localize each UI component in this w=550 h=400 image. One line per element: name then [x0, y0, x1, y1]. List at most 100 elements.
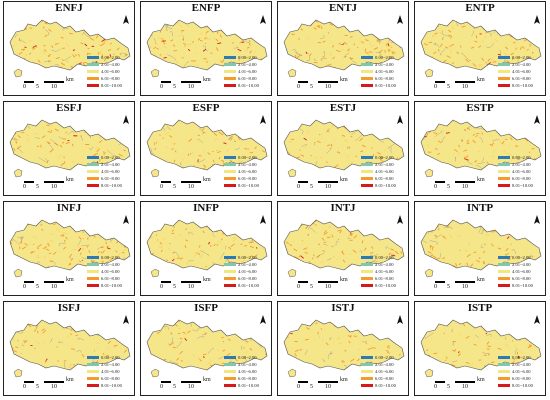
- scale-bar: km 0 5 10: [434, 177, 495, 192]
- district-boundary: [514, 349, 518, 355]
- road-segment: [352, 249, 357, 254]
- district-boundary: [222, 21, 226, 25]
- city-outline: [9, 119, 131, 171]
- legend-item: 6.01~8.00: [224, 175, 268, 182]
- road-segment: [232, 224, 237, 227]
- road-segment: [178, 226, 180, 229]
- road-segment: [227, 338, 231, 341]
- road-segment: [100, 251, 103, 254]
- road-segment: [427, 358, 431, 361]
- scale-tick-label: 5: [310, 84, 313, 90]
- road-segment: [204, 332, 207, 335]
- road-segment: [174, 150, 177, 153]
- district-boundary: [380, 156, 382, 160]
- road-segment: [339, 230, 342, 234]
- scale-tick-label: 10: [188, 284, 194, 290]
- road-segment: [320, 26, 323, 29]
- road-segment: [199, 39, 203, 42]
- road-segment: [295, 349, 300, 352]
- road-segment: [304, 338, 309, 341]
- scale-tick-label: 0: [434, 84, 437, 90]
- road-segment: [317, 41, 322, 44]
- legend-label: 6.01~8.00: [375, 76, 394, 81]
- district-boundary: [207, 347, 215, 354]
- legend-swatch: [361, 270, 373, 273]
- legend-item: 2.01~4.00: [87, 361, 131, 368]
- region-area: [284, 20, 404, 70]
- road-segment: [111, 22, 114, 26]
- district-boundary: [443, 227, 453, 230]
- road-segment: [388, 327, 390, 330]
- road-segment: [445, 356, 448, 359]
- road-segment: [218, 131, 223, 136]
- panel-title: ISTP: [467, 302, 493, 314]
- road-segment: [367, 347, 372, 350]
- region-area: [421, 20, 541, 70]
- district-boundary: [169, 31, 174, 37]
- legend-item: 8.01~10.00: [87, 382, 131, 389]
- road-segment: [440, 120, 443, 122]
- road-segment: [355, 26, 359, 30]
- map-panel-enfj: ENFJ 0.00~2.00 2.01~4.00 4.01~6.00 6.01~8.00…: [3, 1, 135, 96]
- road-segment: [96, 332, 99, 334]
- road-segment: [341, 250, 344, 253]
- district-boundary: [391, 41, 394, 44]
- road-segment: [41, 229, 44, 231]
- scale-bar-line: [161, 181, 201, 183]
- road-segment: [369, 220, 372, 223]
- legend-swatch: [498, 277, 510, 280]
- legend: 0.00~2.00 2.01~4.00 4.01~6.00 6.01~8.00 8.01…: [361, 54, 405, 89]
- district-boundary: [101, 322, 104, 325]
- scale-tick-label: 5: [447, 184, 450, 190]
- road-segment: [26, 138, 30, 142]
- road-segment: [102, 249, 105, 253]
- road-segment: [372, 222, 376, 226]
- road-segment: [320, 327, 323, 330]
- road-segment: [321, 237, 325, 241]
- road-segment: [179, 337, 183, 340]
- legend-swatch: [361, 256, 373, 259]
- road-segment: [94, 152, 99, 156]
- legend-item: 0.00~2.00: [224, 54, 268, 61]
- road-segment: [298, 65, 302, 68]
- road-segment: [307, 52, 309, 54]
- road-segment: [448, 34, 452, 37]
- road-segment: [497, 247, 502, 250]
- road-segment: [155, 234, 158, 236]
- road-segment: [181, 157, 185, 162]
- legend-label: 2.01~4.00: [375, 62, 394, 67]
- road-segment: [491, 361, 495, 364]
- road-segment: [528, 151, 531, 153]
- road-segment: [378, 30, 382, 34]
- region-area: [147, 20, 267, 70]
- road-segment: [311, 257, 314, 260]
- city-outline: [420, 319, 542, 371]
- road-segment: [35, 340, 41, 345]
- road-segment: [254, 146, 257, 150]
- legend-item: 4.01~6.00: [498, 368, 542, 375]
- district-boundary: [511, 249, 517, 255]
- road-segment: [285, 63, 289, 67]
- scale-bar-line: [24, 281, 64, 283]
- road-segment: [370, 146, 374, 149]
- scale-tick-label: 10: [188, 384, 194, 390]
- road-segment: [86, 237, 89, 240]
- road-segment: [74, 328, 79, 331]
- road-segment: [113, 344, 118, 347]
- road-segment: [205, 30, 209, 34]
- road-segment: [12, 55, 15, 58]
- road-segment: [305, 36, 309, 40]
- legend: 0.00~2.00 2.01~4.00 4.01~6.00 6.01~8.00 8.01…: [361, 154, 405, 189]
- legend-swatch: [498, 184, 510, 187]
- district-boundary: [392, 228, 398, 233]
- district-map: [420, 319, 542, 378]
- scale-bar-line: [298, 181, 338, 183]
- region-area: [284, 120, 404, 170]
- legend-item: 4.01~6.00: [361, 168, 405, 175]
- road-segment: [258, 134, 261, 137]
- road-segment: [337, 336, 341, 340]
- road-segment: [209, 359, 212, 362]
- road-segment: [216, 151, 221, 154]
- scale-tick-label: 0: [23, 84, 26, 90]
- legend-label: 6.01~8.00: [101, 76, 120, 81]
